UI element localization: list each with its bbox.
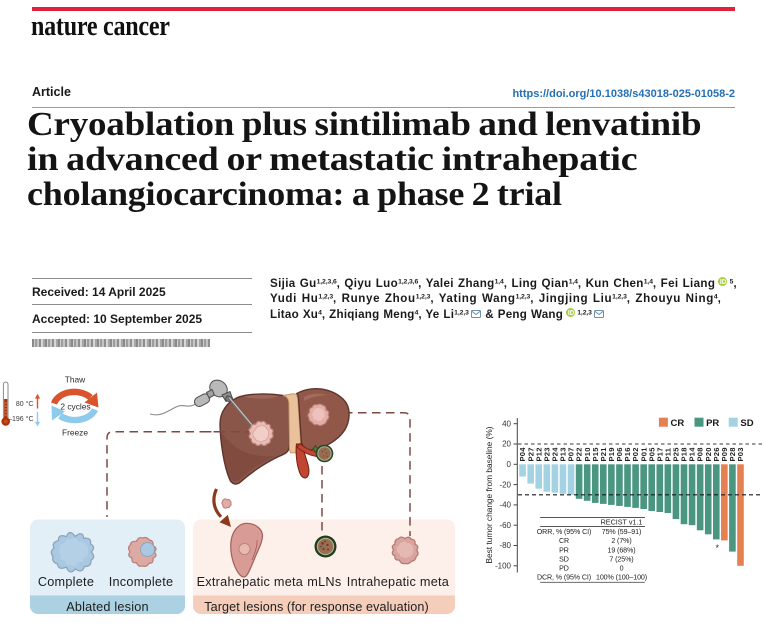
- svg-text:PR: PR: [706, 418, 719, 429]
- svg-text:*: *: [716, 543, 720, 553]
- svg-text:P04: P04: [518, 447, 527, 462]
- svg-text:P15: P15: [591, 447, 600, 462]
- svg-text:Best tumor change from baselin: Best tumor change from baseline (%): [484, 426, 494, 563]
- svg-text:P16: P16: [623, 447, 632, 461]
- svg-text:P07: P07: [567, 447, 576, 461]
- svg-text:–196 °C: –196 °C: [8, 415, 33, 423]
- svg-text:-60: -60: [499, 521, 511, 530]
- svg-text:P21: P21: [599, 447, 608, 462]
- svg-text:P25: P25: [672, 447, 681, 462]
- svg-text:Intrahepatic meta: Intrahepatic meta: [347, 575, 450, 589]
- svg-text:-80: -80: [499, 541, 511, 550]
- svg-text:-100: -100: [495, 562, 512, 571]
- svg-text:P11: P11: [663, 447, 672, 461]
- svg-text:P09: P09: [720, 447, 729, 461]
- svg-text:P06: P06: [615, 447, 624, 461]
- svg-text:P10: P10: [583, 447, 592, 461]
- svg-text:P27: P27: [526, 447, 535, 461]
- svg-text:40: 40: [502, 419, 511, 428]
- svg-text:PD: PD: [559, 565, 569, 573]
- svg-text:P01: P01: [639, 447, 648, 462]
- svg-text:P20: P20: [704, 447, 713, 461]
- svg-text:ORR, % (95% CI): ORR, % (95% CI): [537, 528, 591, 536]
- svg-text:Freeze: Freeze: [62, 428, 88, 438]
- svg-text:P08: P08: [696, 447, 705, 461]
- svg-text:P05: P05: [647, 447, 656, 462]
- svg-text:Complete: Complete: [38, 575, 94, 589]
- svg-text:P03: P03: [736, 447, 745, 461]
- svg-text:P22: P22: [575, 447, 584, 461]
- svg-text:P13: P13: [559, 447, 568, 461]
- svg-text:P24: P24: [550, 447, 559, 462]
- svg-text:PR: PR: [559, 546, 569, 554]
- svg-text:DCR, % (95% CI): DCR, % (95% CI): [537, 574, 591, 582]
- svg-text:P17: P17: [655, 447, 664, 461]
- svg-text:P28: P28: [728, 447, 737, 461]
- svg-text:P26: P26: [712, 447, 721, 461]
- svg-text:Ablated lesion: Ablated lesion: [66, 600, 149, 614]
- svg-text:SD: SD: [559, 555, 569, 563]
- svg-text:80 °C: 80 °C: [16, 400, 34, 408]
- svg-text:P19: P19: [607, 447, 616, 461]
- svg-text:Thaw: Thaw: [65, 375, 86, 385]
- svg-text:Incomplete: Incomplete: [109, 575, 174, 589]
- svg-text:20: 20: [502, 440, 511, 449]
- svg-text:RECIST v1.1: RECIST v1.1: [601, 517, 643, 526]
- svg-text:0: 0: [507, 460, 512, 469]
- svg-text:CR: CR: [559, 537, 569, 545]
- svg-text:100% (100–100): 100% (100–100): [596, 574, 647, 582]
- svg-text:Extrahepatic meta: Extrahepatic meta: [197, 575, 304, 589]
- svg-text:19 (68%): 19 (68%): [608, 546, 636, 554]
- svg-text:-20: -20: [499, 480, 511, 489]
- svg-text:P12: P12: [534, 447, 543, 461]
- svg-text:7 (25%): 7 (25%): [609, 555, 633, 563]
- svg-text:2 (7%): 2 (7%): [611, 537, 631, 545]
- svg-text:-40: -40: [499, 501, 511, 510]
- svg-text:P18: P18: [680, 447, 689, 461]
- svg-text:Target lesions (for response e: Target lesions (for response evaluation): [204, 600, 429, 614]
- svg-text:0: 0: [620, 565, 624, 573]
- svg-text:CR: CR: [671, 418, 685, 429]
- svg-text:P14: P14: [688, 447, 697, 462]
- svg-text:mLNs: mLNs: [307, 575, 341, 589]
- svg-text:P02: P02: [631, 447, 640, 461]
- svg-text:2 cycles: 2 cycles: [60, 402, 90, 412]
- svg-text:SD: SD: [740, 418, 753, 429]
- svg-text:P23: P23: [542, 447, 551, 461]
- svg-text:75% (59–91): 75% (59–91): [602, 528, 642, 536]
